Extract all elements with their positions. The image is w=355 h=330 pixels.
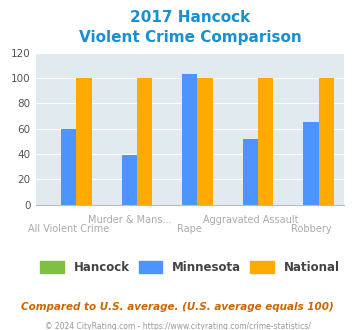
Text: Murder & Mans...: Murder & Mans... <box>88 215 171 225</box>
Bar <box>258 78 273 205</box>
Bar <box>243 139 258 205</box>
Text: Robbery: Robbery <box>291 224 331 234</box>
Legend: Hancock, Minnesota, National: Hancock, Minnesota, National <box>36 256 344 279</box>
Bar <box>76 78 92 205</box>
Bar <box>137 78 152 205</box>
Bar <box>197 78 213 205</box>
Bar <box>182 74 197 205</box>
Title: 2017 Hancock
Violent Crime Comparison: 2017 Hancock Violent Crime Comparison <box>78 10 301 45</box>
Text: Compared to U.S. average. (U.S. average equals 100): Compared to U.S. average. (U.S. average … <box>21 302 334 312</box>
Text: Rape: Rape <box>178 224 202 234</box>
Text: Aggravated Assault: Aggravated Assault <box>203 215 298 225</box>
Bar <box>304 122 319 205</box>
Bar <box>61 129 76 205</box>
Text: © 2024 CityRating.com - https://www.cityrating.com/crime-statistics/: © 2024 CityRating.com - https://www.city… <box>45 322 310 330</box>
Bar <box>319 78 334 205</box>
Bar <box>122 155 137 205</box>
Text: All Violent Crime: All Violent Crime <box>28 224 109 234</box>
